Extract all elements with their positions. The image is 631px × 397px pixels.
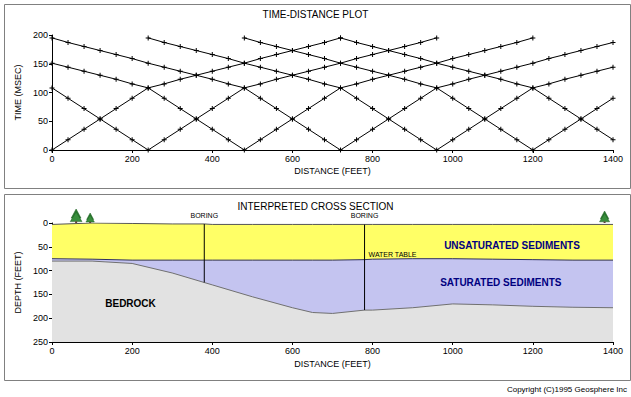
svg-text:100: 100	[33, 266, 48, 276]
svg-text:DISTANCE (FEET): DISTANCE (FEET)	[294, 166, 370, 176]
svg-text:600: 600	[285, 154, 300, 164]
svg-text:UNSATURATED SEDIMENTS: UNSATURATED SEDIMENTS	[444, 240, 580, 251]
svg-text:400: 400	[205, 154, 220, 164]
svg-text:200: 200	[125, 346, 140, 356]
svg-text:BORING: BORING	[351, 212, 379, 219]
svg-text:1000: 1000	[443, 154, 463, 164]
svg-text:SATURATED SEDIMENTS: SATURATED SEDIMENTS	[440, 277, 562, 288]
svg-text:200: 200	[125, 154, 140, 164]
svg-text:0: 0	[49, 154, 54, 164]
svg-text:0: 0	[49, 346, 54, 356]
svg-text:150: 150	[33, 59, 48, 69]
svg-text:DISTANCE (FEET): DISTANCE (FEET)	[294, 359, 370, 369]
svg-text:400: 400	[205, 346, 220, 356]
svg-text:Copyright (C)1995 Geosphere In: Copyright (C)1995 Geosphere Inc	[507, 385, 627, 394]
svg-text:250: 250	[33, 337, 48, 347]
svg-text:150: 150	[33, 289, 48, 299]
svg-text:100: 100	[33, 88, 48, 98]
svg-text:1200: 1200	[523, 346, 543, 356]
svg-text:200: 200	[33, 313, 48, 323]
svg-text:800: 800	[365, 346, 380, 356]
svg-text:BEDROCK: BEDROCK	[105, 298, 156, 309]
svg-text:TIME (MSEC): TIME (MSEC)	[13, 65, 23, 121]
svg-text:BORING: BORING	[190, 212, 218, 219]
svg-text:1000: 1000	[443, 346, 463, 356]
svg-text:600: 600	[285, 346, 300, 356]
svg-text:1400: 1400	[603, 346, 623, 356]
svg-text:DEPTH (FEET): DEPTH (FEET)	[13, 251, 23, 313]
svg-text:TIME-DISTANCE PLOT: TIME-DISTANCE PLOT	[263, 9, 369, 20]
svg-text:INTERPRETED CROSS SECTION: INTERPRETED CROSS SECTION	[237, 201, 393, 212]
svg-text:WATER TABLE: WATER TABLE	[369, 251, 417, 258]
svg-text:0: 0	[43, 145, 48, 155]
svg-text:200: 200	[33, 30, 48, 40]
svg-text:50: 50	[38, 116, 48, 126]
svg-text:800: 800	[365, 154, 380, 164]
svg-text:50: 50	[38, 242, 48, 252]
svg-text:1400: 1400	[603, 154, 623, 164]
svg-text:1200: 1200	[523, 154, 543, 164]
svg-text:0: 0	[43, 218, 48, 228]
